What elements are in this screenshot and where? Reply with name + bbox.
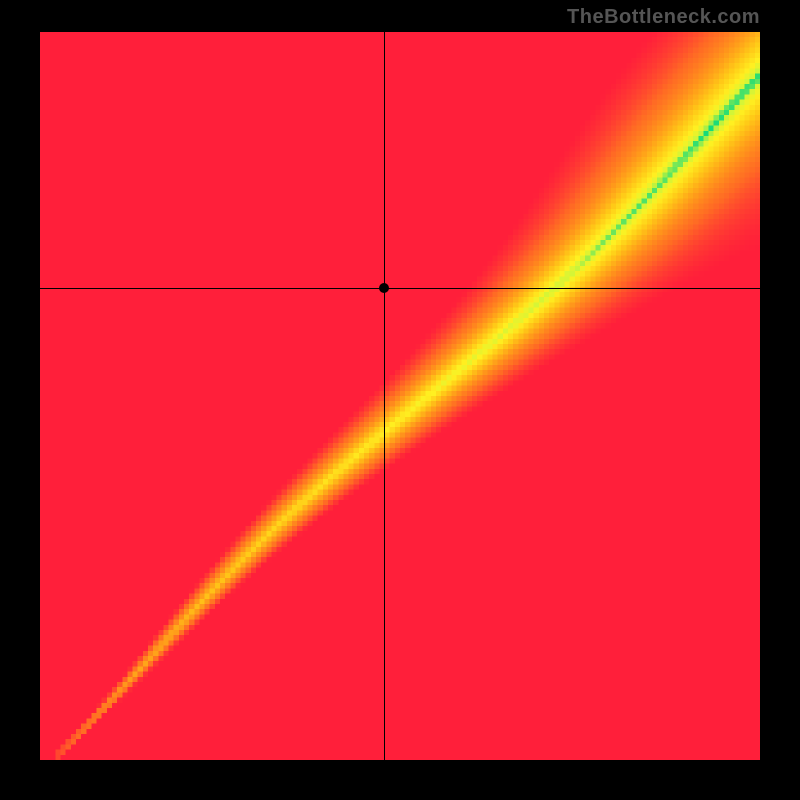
- crosshair-horizontal: [40, 288, 760, 289]
- chart-frame: TheBottleneck.com: [0, 0, 800, 800]
- heatmap-canvas: [40, 32, 760, 760]
- crosshair-marker: [379, 283, 389, 293]
- watermark-text: TheBottleneck.com: [567, 6, 760, 29]
- heatmap-plot: [40, 32, 760, 760]
- crosshair-vertical: [384, 32, 385, 760]
